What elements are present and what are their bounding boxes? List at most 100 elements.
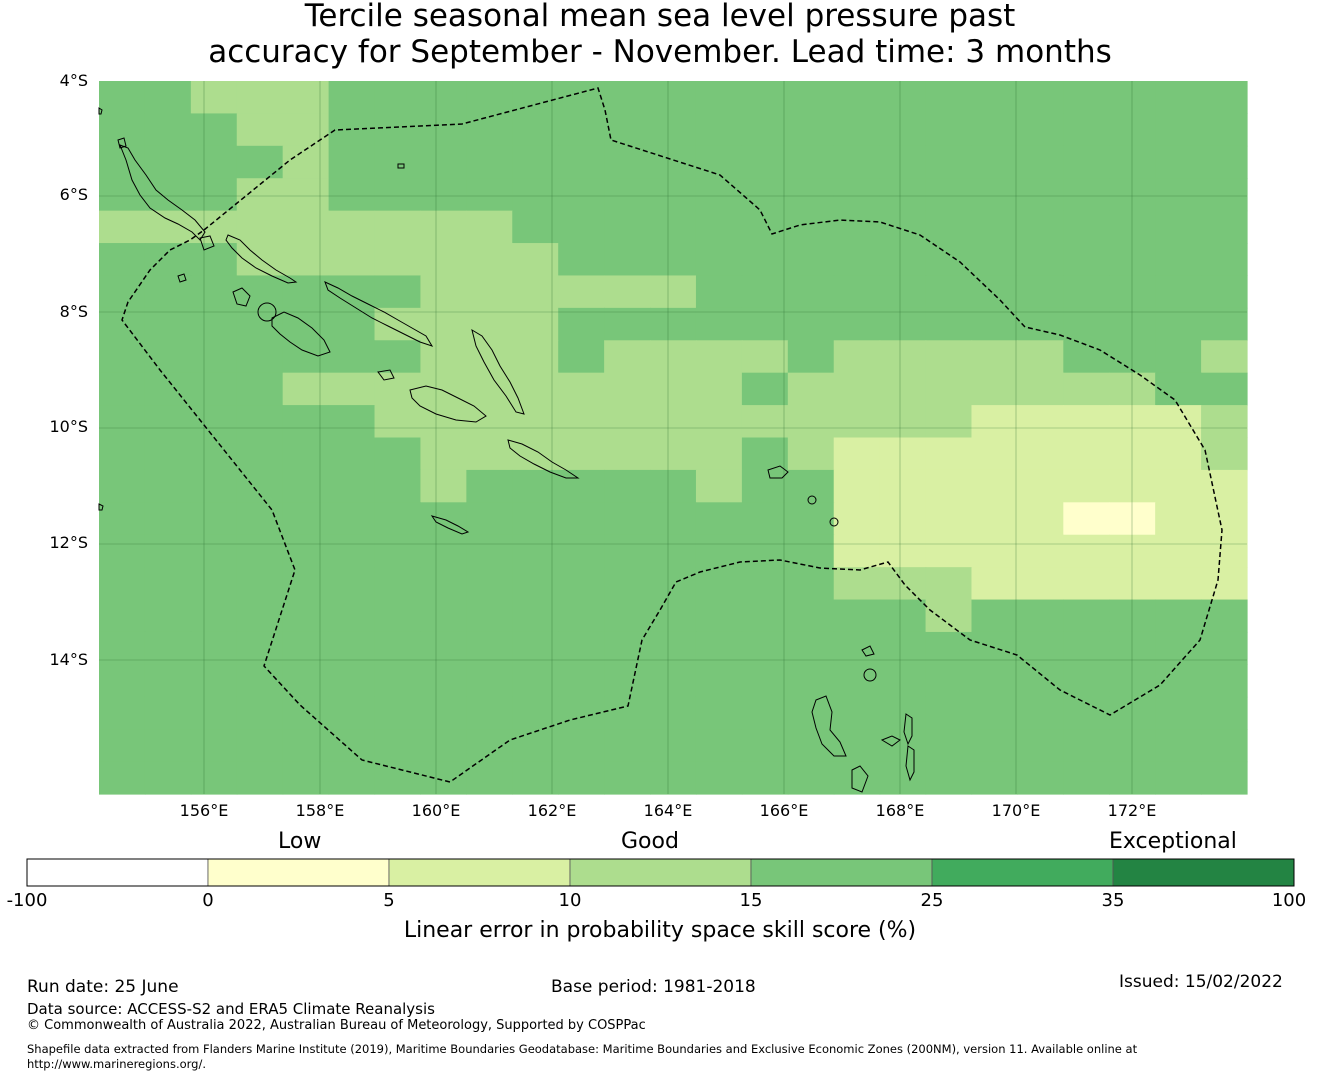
skill-cell <box>650 469 697 503</box>
skill-cell <box>971 178 1018 212</box>
skill-cell <box>420 469 467 503</box>
skill-cell <box>879 469 927 503</box>
colorbar-tick: 15 <box>739 890 763 911</box>
skill-cell <box>144 243 192 277</box>
lon-label-170e: 170°E <box>991 801 1041 820</box>
skill-cell <box>466 696 513 730</box>
skill-cell <box>144 502 192 536</box>
colorbar-tick: 10 <box>558 890 582 911</box>
skill-cell <box>971 502 1018 536</box>
skill-cell <box>190 729 238 763</box>
skill-cell <box>99 210 146 244</box>
skill-cell <box>328 113 376 147</box>
skill-cell <box>99 340 146 374</box>
skill-cell <box>695 664 743 698</box>
island-makira <box>507 439 580 479</box>
skill-cell <box>190 405 238 439</box>
skill-cell <box>420 210 467 244</box>
lon-label-158e: 158°E <box>295 801 345 820</box>
skill-cell <box>1155 631 1202 665</box>
skill-cell <box>1017 210 1064 244</box>
skill-cell <box>971 729 1018 763</box>
skill-cell <box>925 81 973 115</box>
skill-cell <box>925 145 973 179</box>
skill-grid <box>99 81 1248 795</box>
skill-cell <box>925 405 973 439</box>
island-rennell <box>430 515 470 535</box>
skill-cell <box>741 178 789 212</box>
skill-cell <box>190 534 238 568</box>
skill-cell <box>1155 113 1202 147</box>
skill-cell <box>1063 696 1110 730</box>
skill-cell <box>1155 729 1202 763</box>
skill-cell <box>558 761 605 795</box>
skill-cell <box>925 275 973 309</box>
skill-cell <box>558 145 605 179</box>
skill-cell <box>1201 761 1248 795</box>
skill-cell <box>1201 81 1248 115</box>
skill-cell <box>420 243 467 277</box>
skill-cell <box>1155 599 1202 633</box>
island-guadalcanal <box>409 385 487 423</box>
skill-cell <box>1063 534 1110 568</box>
skill-cell <box>282 437 330 471</box>
skill-cell <box>650 372 697 406</box>
skill-cell <box>833 275 881 309</box>
skill-cell <box>971 113 1018 147</box>
skill-cell <box>787 534 835 568</box>
skill-cell <box>558 469 605 503</box>
skill-cell <box>558 178 605 212</box>
skill-cell <box>787 631 835 665</box>
skill-cell <box>282 664 330 698</box>
skill-cell <box>1155 664 1202 698</box>
skill-cell <box>558 502 605 536</box>
skill-cell <box>604 275 651 309</box>
skill-cell <box>1017 664 1064 698</box>
skill-cell <box>1155 145 1202 179</box>
skill-cell <box>328 761 376 795</box>
skill-cell <box>787 275 835 309</box>
colorbar-label: Linear error in probability space skill … <box>403 918 917 943</box>
island-ambae <box>880 735 901 747</box>
skill-cell <box>466 81 513 115</box>
skill-cell <box>558 534 605 568</box>
skill-cell <box>328 405 376 439</box>
skill-cell <box>1201 567 1248 601</box>
skill-cell <box>695 372 743 406</box>
skill-cell <box>879 113 927 147</box>
island-malakula <box>851 765 869 793</box>
skill-cell <box>236 210 284 244</box>
skill-cell <box>420 534 467 568</box>
skill-cell <box>328 437 376 471</box>
colorbar <box>26 858 1295 887</box>
skill-cell <box>650 178 697 212</box>
skill-cell <box>879 178 927 212</box>
skill-cell <box>787 599 835 633</box>
skill-cell <box>604 631 651 665</box>
skill-cell <box>282 243 330 277</box>
skill-cell <box>1063 210 1110 244</box>
skill-cell <box>328 631 376 665</box>
skill-cell <box>144 599 192 633</box>
skill-cell <box>1017 469 1064 503</box>
skill-cell <box>282 696 330 730</box>
skill-cell <box>99 761 146 795</box>
issued-date: Issued: 15/02/2022 <box>1119 972 1283 992</box>
skill-cell <box>695 243 743 277</box>
skill-cell <box>1201 307 1248 341</box>
skill-cell <box>558 599 605 633</box>
skill-cell <box>971 243 1018 277</box>
skill-cell <box>328 243 376 277</box>
skill-cell <box>971 664 1018 698</box>
skill-cell <box>1063 761 1110 795</box>
skill-cell <box>925 437 973 471</box>
skill-cell <box>466 469 513 503</box>
skill-cell <box>1063 729 1110 763</box>
skill-cell <box>695 567 743 601</box>
skill-cell <box>236 405 284 439</box>
skill-cell <box>420 664 467 698</box>
skill-cell <box>604 81 651 115</box>
skill-cell <box>1201 210 1248 244</box>
skill-cell <box>1063 437 1110 471</box>
skill-cell <box>190 502 238 536</box>
